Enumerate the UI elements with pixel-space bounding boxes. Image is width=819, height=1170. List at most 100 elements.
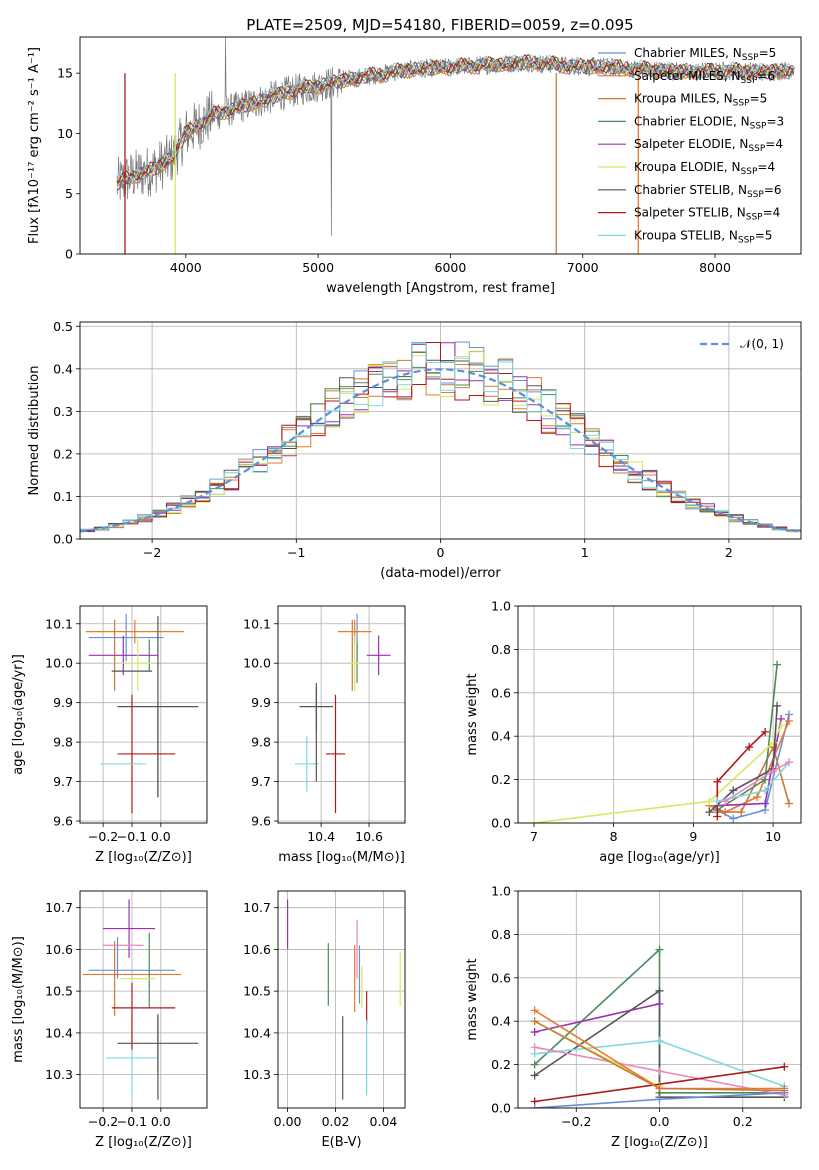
model-spectrum-line	[116, 54, 794, 182]
weight-marker	[777, 721, 786, 730]
model-spectrum-line	[116, 57, 794, 186]
weight-marker	[729, 786, 738, 795]
x-tick-label: 7000	[567, 260, 599, 275]
x-tick-label: −0.2	[561, 1114, 591, 1129]
Z-age-panel: −0.2−0.1 0.0 9.6 9.7 9.8 9.9 10.0 10.1 Z [log₁₀(…	[11, 605, 208, 865]
y-tick-label: 10.5	[243, 984, 271, 999]
y-tick-label: 15	[57, 66, 73, 81]
residuals-plot-area	[80, 341, 801, 539]
legend-entry: Salpeter MILES, NSSP=6	[634, 69, 775, 86]
y-tick-label: 10.4	[45, 1025, 73, 1040]
y-tick-label: 0.6	[491, 970, 511, 985]
spectrum-plot-area	[116, 37, 795, 254]
mass-age-panel: 10.4 10.6 9.6 9.7 9.8 9.9 10.0 10.1 mass [log₁₀(…	[243, 605, 406, 865]
ebv-mass-panel: 0.00 0.02 0.04 10.3 10.4 10.5 10.6 10.7 E(B-V)	[243, 890, 406, 1150]
y-tick-label: 10.4	[243, 1025, 271, 1040]
x-tick-label: −1	[287, 545, 305, 560]
y-tick-label: 10.6	[243, 942, 271, 957]
y-tick-label: 0.8	[491, 927, 511, 942]
legend-entry: Chabrier ELODIE, NSSP=3	[634, 114, 784, 131]
weight-marker	[655, 945, 664, 954]
y-tick-label: 10.3	[45, 1067, 73, 1082]
model-spectrum-line	[116, 54, 794, 183]
Z-age-plot-area	[85, 613, 199, 814]
mass-age-plot-area	[294, 613, 391, 814]
weight-line	[717, 744, 790, 813]
weight-marker	[530, 1017, 539, 1026]
y-tick-label: 9.9	[251, 695, 271, 710]
weight-marker	[655, 986, 664, 995]
legend-entry: Chabrier MILES, NSSP=5	[634, 46, 776, 63]
x-tick-label: 4000	[170, 260, 202, 275]
y-axis-label: mass [log₁₀(M/M⊙)]	[11, 936, 26, 1063]
x-axis-label: (data-model)/error	[380, 566, 501, 581]
weight-marker	[530, 1104, 539, 1108]
y-axis-label: Flux [fλ10⁻¹⁷ erg cm⁻² s⁻¹ A⁻¹]	[27, 47, 42, 244]
weight-line	[533, 725, 782, 823]
x-tick-label: 5000	[302, 260, 334, 275]
x-tick-label: 6000	[435, 260, 467, 275]
age-weight-plot-area	[529, 660, 794, 823]
y-tick-label: 10.7	[243, 900, 271, 915]
legend-entry: Kroupa MILES, NSSP=5	[634, 92, 767, 109]
weight-marker	[729, 814, 738, 823]
weight-marker	[761, 786, 770, 795]
weight-marker	[773, 701, 782, 710]
y-tick-label: 9.7	[53, 774, 73, 789]
axes-frame	[277, 890, 406, 1109]
ebv-mass-plot-area	[286, 899, 401, 1100]
y-tick-label: 0	[65, 247, 73, 262]
weight-line	[534, 1066, 785, 1103]
weight-marker	[530, 1060, 539, 1069]
y-tick-label: 0.0	[53, 532, 73, 547]
weight-marker	[785, 758, 794, 767]
y-tick-label: 10.7	[45, 900, 73, 915]
y-axis-label: mass weight	[465, 958, 480, 1040]
x-tick-label: −0.2	[88, 1114, 118, 1129]
weight-marker	[530, 1028, 539, 1037]
Z-mass-panel: −0.2−0.1 0.0 10.3 10.4 10.5 10.6 10.7 Z [log₁₀(…	[11, 890, 208, 1150]
axes-frame	[79, 605, 208, 824]
legend-entry: Salpeter ELODIE, NSSP=4	[634, 137, 783, 154]
Z-weight-panel: −0.2 0.0 0.2 0.0 0.2 0.4 0.6 0.8 1.0 Z [log₁₀(Z/Z…	[465, 884, 802, 1150]
legend-entry: Kroupa ELODIE, NSSP=4	[634, 160, 775, 177]
x-tick-label: 0.0	[151, 829, 171, 844]
weight-marker	[530, 1071, 539, 1080]
y-tick-label: 0.3	[53, 404, 73, 419]
x-tick-label: 7	[530, 829, 538, 844]
x-tick-label: 2	[725, 545, 733, 560]
x-tick-label: 8	[610, 829, 618, 844]
y-tick-label: 0.2	[491, 772, 511, 787]
y-tick-label: 1.0	[491, 884, 511, 899]
y-tick-label: 10.1	[243, 616, 271, 631]
y-tick-label: 0.2	[53, 446, 73, 461]
x-tick-label: 9	[689, 829, 697, 844]
x-tick-label: −0.2	[88, 829, 118, 844]
x-axis-label: Z [log₁₀(Z/Z⊙)]	[611, 1135, 708, 1150]
Z-weight-plot-area	[530, 945, 789, 1108]
weight-marker	[785, 799, 794, 808]
weight-marker	[705, 808, 714, 817]
weight-marker	[761, 799, 770, 808]
Z-mass-plot-area	[82, 899, 199, 1100]
y-tick-label: 9.8	[53, 735, 73, 750]
weight-marker	[655, 1036, 664, 1045]
weight-marker	[529, 819, 538, 823]
weight-marker	[705, 797, 714, 806]
y-tick-label: 10.3	[243, 1067, 271, 1082]
y-tick-label: 0.5	[53, 319, 73, 334]
x-axis-label: E(B-V)	[321, 1135, 361, 1150]
y-tick-label: 0.0	[491, 1101, 511, 1116]
residual-histogram	[80, 342, 801, 539]
weight-marker	[745, 743, 754, 752]
x-axis-label: Z [log₁₀(Z/Z⊙)]	[95, 1135, 192, 1150]
spectrum-legend: Chabrier MILES, NSSP=5 Salpeter MILES, NS…	[598, 46, 784, 245]
y-tick-label: 10	[57, 126, 73, 141]
x-tick-label: 0.02	[322, 1114, 350, 1129]
y-tick-label: 0.1	[53, 489, 73, 504]
y-tick-label: 10.0	[45, 656, 73, 671]
residuals-panel: −2 −1 0 1 2 0.0 0.1 0.2 0.3 0.4 0.5 (data-model)/er…	[27, 319, 802, 581]
weight-marker	[721, 797, 730, 806]
axes-frame	[517, 605, 802, 824]
legend-entry: Kroupa STELIB, NSSP=5	[634, 228, 772, 245]
